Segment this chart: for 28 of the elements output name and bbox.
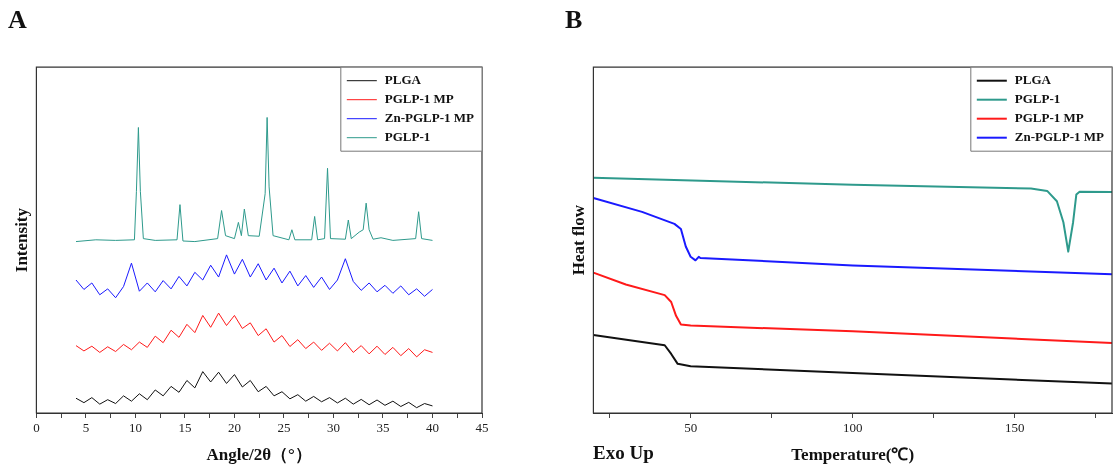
legend-label: PLGA — [1014, 72, 1052, 88]
chart-title: A — [8, 5, 27, 35]
x-tick-label: 30 — [326, 420, 340, 436]
x-tick-label: 100 — [842, 420, 863, 436]
x-tick-label: 0 — [33, 420, 40, 436]
legend-label: PLGA — [384, 72, 422, 88]
legend-label: PGLP-1 — [384, 129, 431, 145]
legend-label: Zn-PGLP-1 MP — [384, 110, 475, 126]
chart-title: B — [565, 5, 583, 35]
x-tick-label: 5 — [82, 420, 90, 436]
x-tick-label: 50 — [684, 420, 698, 436]
x-axis-title: Angle/2θ（°） — [206, 445, 312, 465]
y-axis-title: Intensity — [11, 207, 31, 273]
x-tick-label: 45 — [475, 420, 489, 436]
legend-label: PGLP-1 MP — [384, 91, 454, 107]
x-axis-title: Temperature(℃) — [791, 445, 915, 465]
x-tick-label: 150 — [1005, 420, 1025, 436]
x-tick-label: 15 — [178, 420, 192, 436]
x-tick-label: 20 — [227, 420, 241, 436]
x-tick-label: 35 — [376, 420, 390, 436]
x-tick-label: 10 — [128, 420, 142, 436]
text: Exo Up — [593, 442, 654, 464]
y-axis-title: Heat flow — [568, 204, 588, 276]
legend-label: PGLP-1 — [1014, 91, 1061, 107]
legend-label: PGLP-1 MP — [1014, 110, 1084, 126]
legend-label: Zn-PGLP-1 MP — [1014, 129, 1105, 145]
x-tick-label: 25 — [277, 420, 291, 436]
x-tick-label: 40 — [425, 420, 439, 436]
